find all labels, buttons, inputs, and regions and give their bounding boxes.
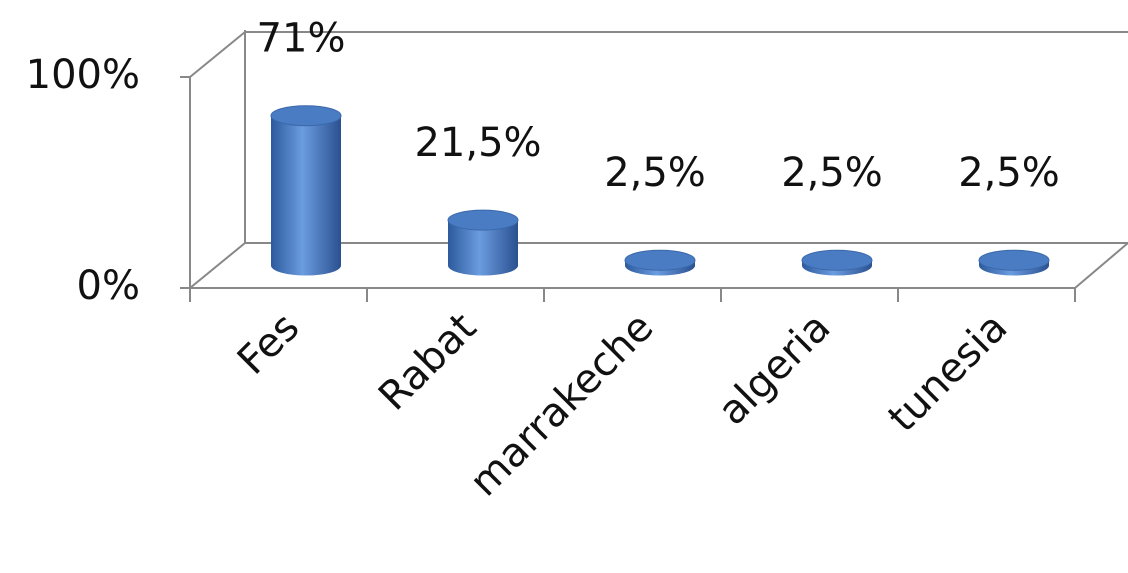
grid-line [189, 242, 246, 289]
grid-line [189, 31, 246, 78]
bar [978, 249, 1050, 276]
value-label: 21,5% [414, 120, 541, 166]
axes-frame [189, 30, 1128, 289]
bar [447, 209, 519, 276]
x-tick-label: marrakeche [461, 304, 662, 505]
value-label: 2,5% [781, 150, 883, 196]
x-tick-label: tunesia [880, 304, 1017, 441]
bar-part [270, 105, 342, 127]
bar-part [801, 249, 873, 271]
bar-part [978, 249, 1050, 271]
bar [801, 249, 873, 276]
value-label: 2,5% [958, 150, 1060, 196]
bar [624, 249, 696, 276]
y-tick-label: 0% [77, 263, 140, 309]
x-tick-label: Fes [229, 304, 308, 383]
x-tick-label: Rabat [370, 304, 485, 419]
bar-part [447, 209, 519, 231]
bar-part [271, 115, 341, 266]
y-tick-label: 100% [26, 52, 140, 98]
value-label: 71% [257, 16, 346, 62]
bar-part [624, 249, 696, 271]
bar [270, 105, 342, 276]
x-tick-label: algeria [709, 304, 839, 434]
value-label: 2,5% [604, 150, 706, 196]
